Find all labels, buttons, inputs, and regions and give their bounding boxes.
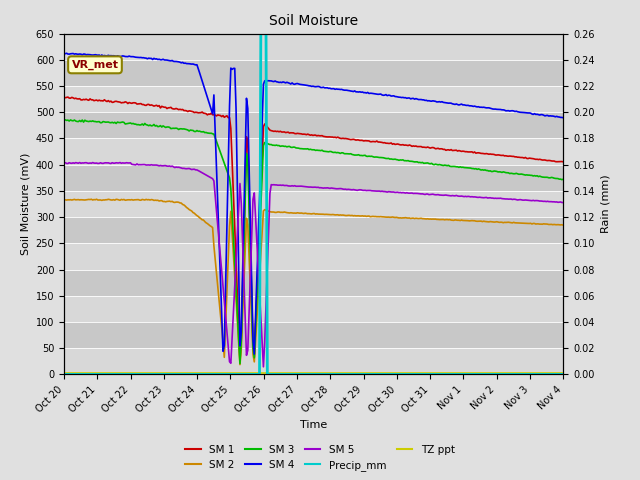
Bar	[64, 112, 563, 138]
Bar	[64, 322, 563, 348]
Text: VR_met: VR_met	[72, 60, 118, 70]
Bar	[64, 217, 563, 243]
Title: Soil Moisture: Soil Moisture	[269, 14, 358, 28]
Bar	[64, 243, 563, 270]
Bar	[64, 165, 563, 191]
Y-axis label: Rain (mm): Rain (mm)	[600, 175, 610, 233]
Bar	[64, 191, 563, 217]
X-axis label: Time: Time	[300, 420, 327, 430]
Bar	[64, 270, 563, 296]
Bar	[64, 138, 563, 165]
Bar	[64, 34, 563, 60]
Bar	[64, 60, 563, 86]
Legend: SM 1, SM 2, SM 3, SM 4, SM 5, Precip_mm, TZ ppt: SM 1, SM 2, SM 3, SM 4, SM 5, Precip_mm,…	[181, 440, 459, 475]
Bar	[64, 296, 563, 322]
Bar	[64, 86, 563, 112]
Bar	[64, 348, 563, 374]
Y-axis label: Soil Moisture (mV): Soil Moisture (mV)	[20, 153, 30, 255]
